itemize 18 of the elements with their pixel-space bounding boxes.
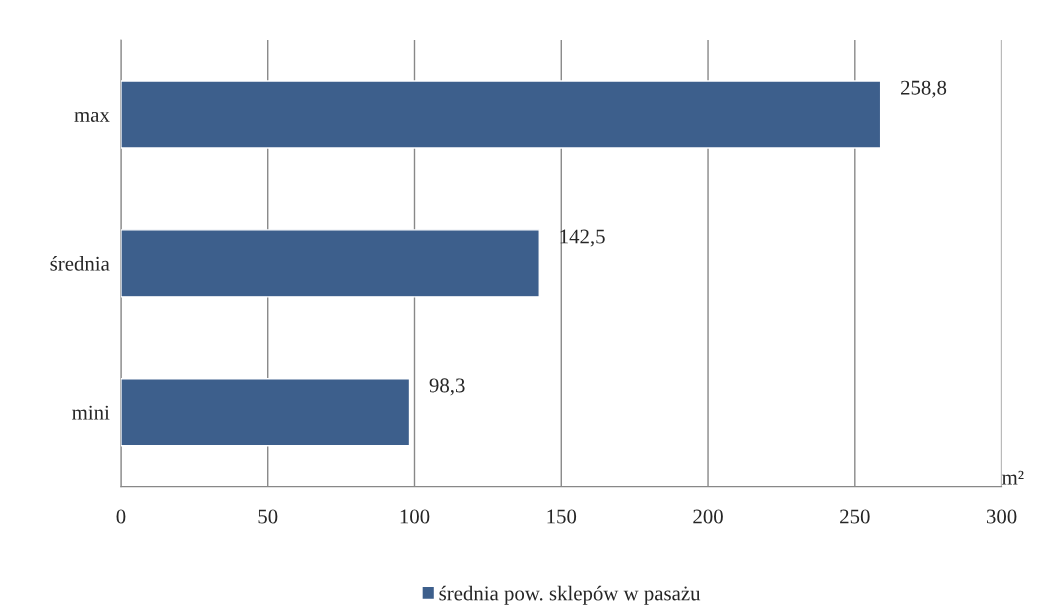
x-tick-label: 50 (258, 509, 278, 524)
x-tick-label: 200 (693, 509, 723, 524)
legend-label: średnia pow. sklepów w pasażu (439, 585, 701, 605)
x-tick-label: 100 (400, 509, 430, 524)
bar (120, 229, 540, 298)
x-tick-label: 300 (986, 509, 1017, 524)
x-axis-title: m² (1002, 470, 1024, 485)
bar (120, 378, 411, 447)
x-tick-label: 150 (547, 509, 577, 524)
y-tick-label: mini (72, 405, 110, 420)
data-label: 258,8 (901, 80, 947, 98)
x-tick-label: 0 (116, 509, 126, 524)
x-tick-label: 250 (840, 509, 870, 524)
data-label: 142,5 (560, 229, 605, 247)
y-tick-label: max (74, 111, 110, 122)
y-tick-label: średnia (50, 256, 110, 271)
data-label: 98,3 (429, 378, 465, 396)
bar (120, 80, 882, 149)
